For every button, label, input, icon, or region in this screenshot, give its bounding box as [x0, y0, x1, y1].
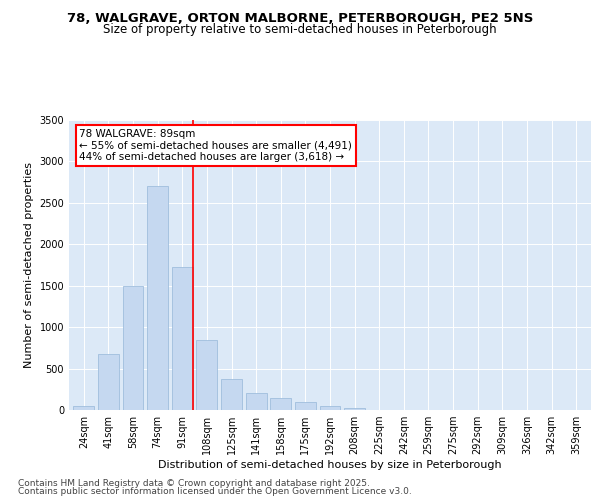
Bar	[98, 354, 119, 410]
Bar	[270, 398, 291, 410]
Bar	[147, 186, 168, 410]
X-axis label: Distribution of semi-detached houses by size in Peterborough: Distribution of semi-detached houses by …	[158, 460, 502, 470]
Bar	[344, 408, 365, 410]
Text: Contains public sector information licensed under the Open Government Licence v3: Contains public sector information licen…	[18, 487, 412, 496]
Bar	[196, 340, 217, 410]
Y-axis label: Number of semi-detached properties: Number of semi-detached properties	[24, 162, 34, 368]
Text: Contains HM Land Registry data © Crown copyright and database right 2025.: Contains HM Land Registry data © Crown c…	[18, 478, 370, 488]
Bar	[221, 380, 242, 410]
Bar	[73, 406, 94, 410]
Bar	[172, 268, 193, 410]
Bar	[245, 394, 266, 410]
Text: 78 WALGRAVE: 89sqm
← 55% of semi-detached houses are smaller (4,491)
44% of semi: 78 WALGRAVE: 89sqm ← 55% of semi-detache…	[79, 128, 352, 162]
Bar	[122, 286, 143, 410]
Text: 78, WALGRAVE, ORTON MALBORNE, PETERBOROUGH, PE2 5NS: 78, WALGRAVE, ORTON MALBORNE, PETERBOROU…	[67, 12, 533, 26]
Text: Size of property relative to semi-detached houses in Peterborough: Size of property relative to semi-detach…	[103, 22, 497, 36]
Bar	[295, 402, 316, 410]
Bar	[320, 406, 340, 410]
